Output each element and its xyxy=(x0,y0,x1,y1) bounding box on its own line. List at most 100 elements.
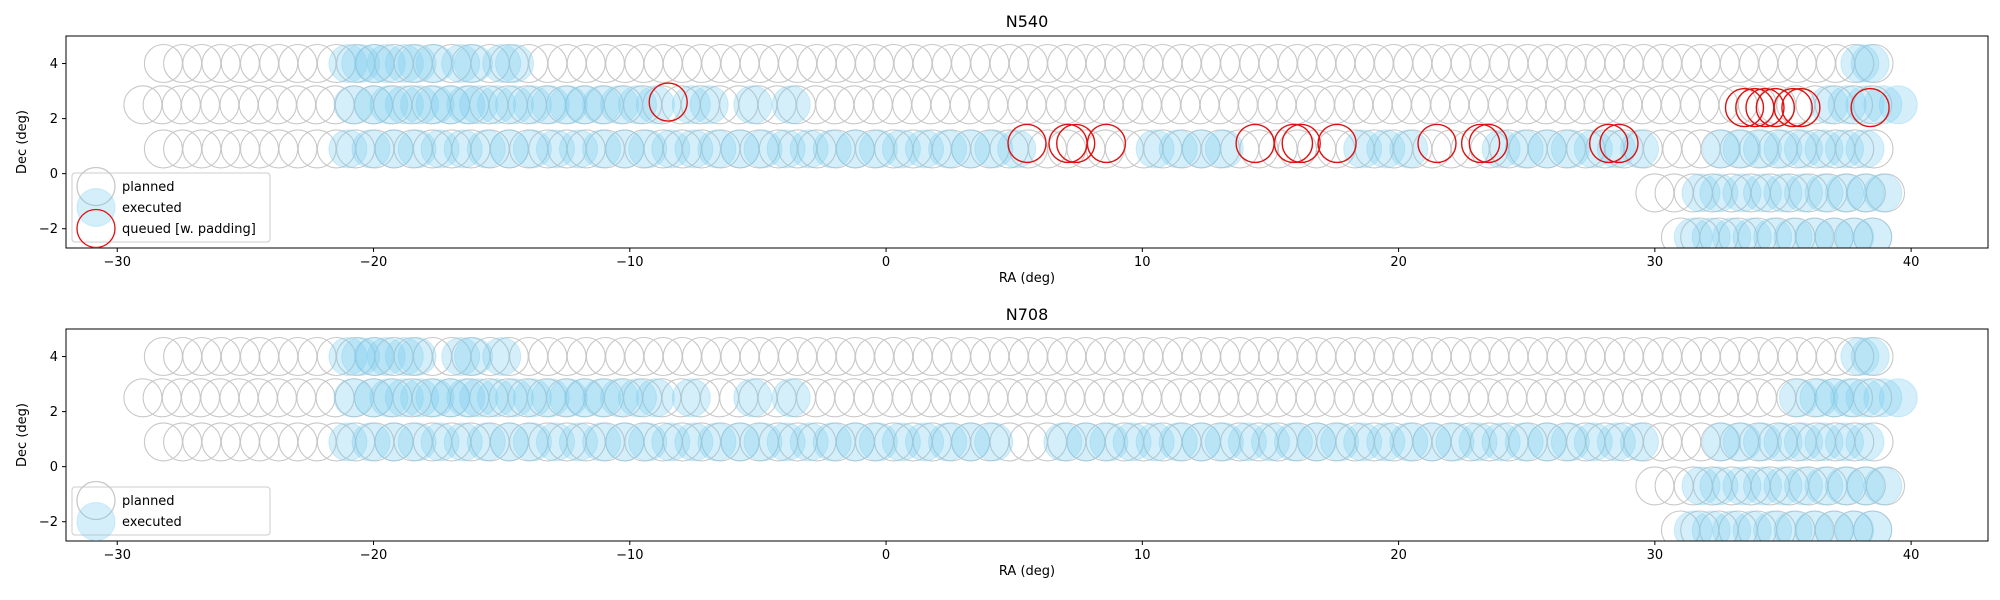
data-point xyxy=(341,44,381,83)
data-point xyxy=(1804,466,1844,506)
data-point xyxy=(1343,129,1383,169)
data-point xyxy=(1865,173,1906,213)
data-point xyxy=(928,129,968,169)
data-point xyxy=(1743,173,1782,213)
data-point xyxy=(1850,337,1890,376)
data-point xyxy=(1814,510,1854,541)
y-axis-label: Dec (deg) xyxy=(15,403,30,467)
data-point xyxy=(512,422,552,462)
legend-label: executed xyxy=(122,515,182,530)
data-point xyxy=(548,85,588,125)
data-point xyxy=(446,85,486,125)
data-point xyxy=(928,422,968,462)
chart-title: N708 xyxy=(1006,305,1049,324)
data-point xyxy=(1181,129,1221,169)
y-tick-label: −2 xyxy=(39,222,58,237)
data-point xyxy=(512,85,552,125)
data-point xyxy=(1853,217,1893,248)
data-point xyxy=(1724,87,1765,128)
data-point xyxy=(489,129,529,169)
data-point xyxy=(1743,129,1782,169)
data-point xyxy=(733,378,773,418)
data-point xyxy=(635,85,675,125)
data-point xyxy=(1853,217,1893,248)
data-point xyxy=(1850,87,1890,128)
data-point xyxy=(1699,173,1739,213)
legend: planned executed xyxy=(71,480,271,541)
data-point xyxy=(441,337,481,376)
data-point xyxy=(564,378,604,418)
data-point xyxy=(743,422,783,462)
data-point xyxy=(354,44,393,83)
x-tick-label: 0 xyxy=(882,255,890,270)
series-queued-w-padding- xyxy=(648,82,1890,164)
data-point xyxy=(1712,510,1752,541)
data-point xyxy=(369,85,409,125)
data-point xyxy=(1158,422,1198,462)
data-point xyxy=(733,85,773,125)
data-point xyxy=(1835,129,1875,169)
data-point xyxy=(1863,378,1903,418)
data-point xyxy=(1763,422,1803,462)
y-tick-label: 2 xyxy=(50,112,58,127)
data-point xyxy=(328,422,368,462)
x-tick-label: −10 xyxy=(616,255,643,270)
data-point xyxy=(974,422,1014,462)
x-tick-label: −30 xyxy=(104,255,131,270)
data-point xyxy=(341,337,381,376)
data-point xyxy=(369,378,409,418)
data-point xyxy=(651,129,691,169)
data-point xyxy=(1573,129,1613,169)
data-point xyxy=(454,44,493,83)
data-point xyxy=(1778,378,1818,418)
data-point xyxy=(1794,217,1834,248)
data-point xyxy=(1845,378,1885,418)
data-point xyxy=(1273,123,1314,164)
data-point xyxy=(530,85,570,125)
data-point xyxy=(1825,129,1864,169)
data-point xyxy=(1722,466,1762,506)
x-tick-label: 20 xyxy=(1390,548,1407,563)
data-point xyxy=(1854,336,1894,377)
data-point xyxy=(771,378,811,418)
data-point xyxy=(1743,466,1782,506)
data-point xyxy=(905,422,944,462)
data-point xyxy=(1722,173,1762,213)
data-point xyxy=(858,422,898,462)
data-point xyxy=(766,422,806,462)
data-point xyxy=(333,378,373,418)
data-point xyxy=(1460,123,1501,164)
data-point xyxy=(1814,378,1854,418)
data-point xyxy=(689,85,729,125)
data-point xyxy=(1135,129,1175,169)
x-tick-label: 20 xyxy=(1390,255,1407,270)
data-point xyxy=(1753,217,1793,248)
data-point xyxy=(477,85,516,125)
data-point xyxy=(397,44,437,83)
legend-marker xyxy=(76,166,116,207)
data-point xyxy=(1281,123,1321,164)
data-point xyxy=(1712,217,1752,248)
data-point xyxy=(466,422,506,462)
data-point xyxy=(459,378,499,418)
data-point xyxy=(374,422,414,462)
data-point xyxy=(400,85,440,125)
x-tick-label: −30 xyxy=(104,548,131,563)
data-point xyxy=(1468,123,1509,164)
data-point xyxy=(618,378,657,418)
legend-marker xyxy=(76,502,116,541)
data-point xyxy=(1620,422,1659,462)
y-tick-label: 4 xyxy=(50,350,58,365)
data-point xyxy=(1204,422,1244,462)
data-point xyxy=(536,129,575,169)
data-point xyxy=(397,129,437,169)
data-point xyxy=(720,422,760,462)
data-point xyxy=(384,337,424,376)
y-axis-label: Dec (deg) xyxy=(15,110,30,174)
data-point xyxy=(1722,129,1762,169)
data-point xyxy=(1854,422,1894,462)
data-point xyxy=(1753,510,1793,541)
data-point xyxy=(881,422,921,462)
data-point xyxy=(1845,422,1885,462)
